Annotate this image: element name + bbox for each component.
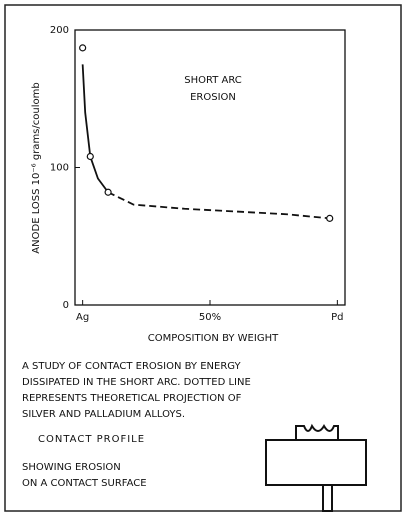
caption-line: SILVER AND PALLADIUM ALLOYS.	[22, 409, 185, 420]
x-tick-label: Pd	[331, 312, 343, 323]
contact-body	[266, 440, 366, 485]
line	[108, 192, 330, 218]
caption-line: DISSIPATED IN THE SHORT ARC. DOTTED LINE	[22, 377, 251, 388]
x-tick-label: Ag	[76, 312, 89, 323]
profile-title: CONTACT PROFILE	[38, 434, 145, 445]
contact-top	[296, 426, 338, 440]
annotation: EROSION	[190, 92, 236, 103]
caption: A STUDY OF CONTACT EROSION BY ENERGY DISS…	[22, 361, 251, 420]
line	[83, 64, 108, 192]
contact-diagram	[266, 426, 366, 511]
marker	[327, 215, 333, 221]
caption-line: A STUDY OF CONTACT EROSION BY ENERGY	[22, 361, 242, 372]
x-tick-label: 50%	[199, 312, 221, 323]
contact-stem	[323, 485, 332, 511]
caption-line: REPRESENTS THEORETICAL PROJECTION OF	[22, 393, 242, 404]
marker	[105, 189, 111, 195]
profile-text: SHOWING EROSION	[22, 462, 121, 473]
marker	[80, 45, 86, 51]
y-tick-label: 200	[50, 25, 69, 36]
marker	[87, 154, 93, 160]
page: SHORT ARC EROSION ANODE LOSS 10⁻⁶ grams/…	[0, 0, 407, 517]
y-axis-title: ANODE LOSS 10⁻⁶ grams/coulomb	[31, 82, 42, 253]
y-tick-label: 0	[63, 300, 69, 311]
x-axis-title: COMPOSITION BY WEIGHT	[148, 333, 279, 344]
annotation: SHORT ARC	[184, 75, 242, 86]
plot-frame	[75, 30, 345, 305]
profile-text: ON A CONTACT SURFACE	[22, 478, 147, 489]
y-tick-label: 100	[50, 163, 69, 174]
